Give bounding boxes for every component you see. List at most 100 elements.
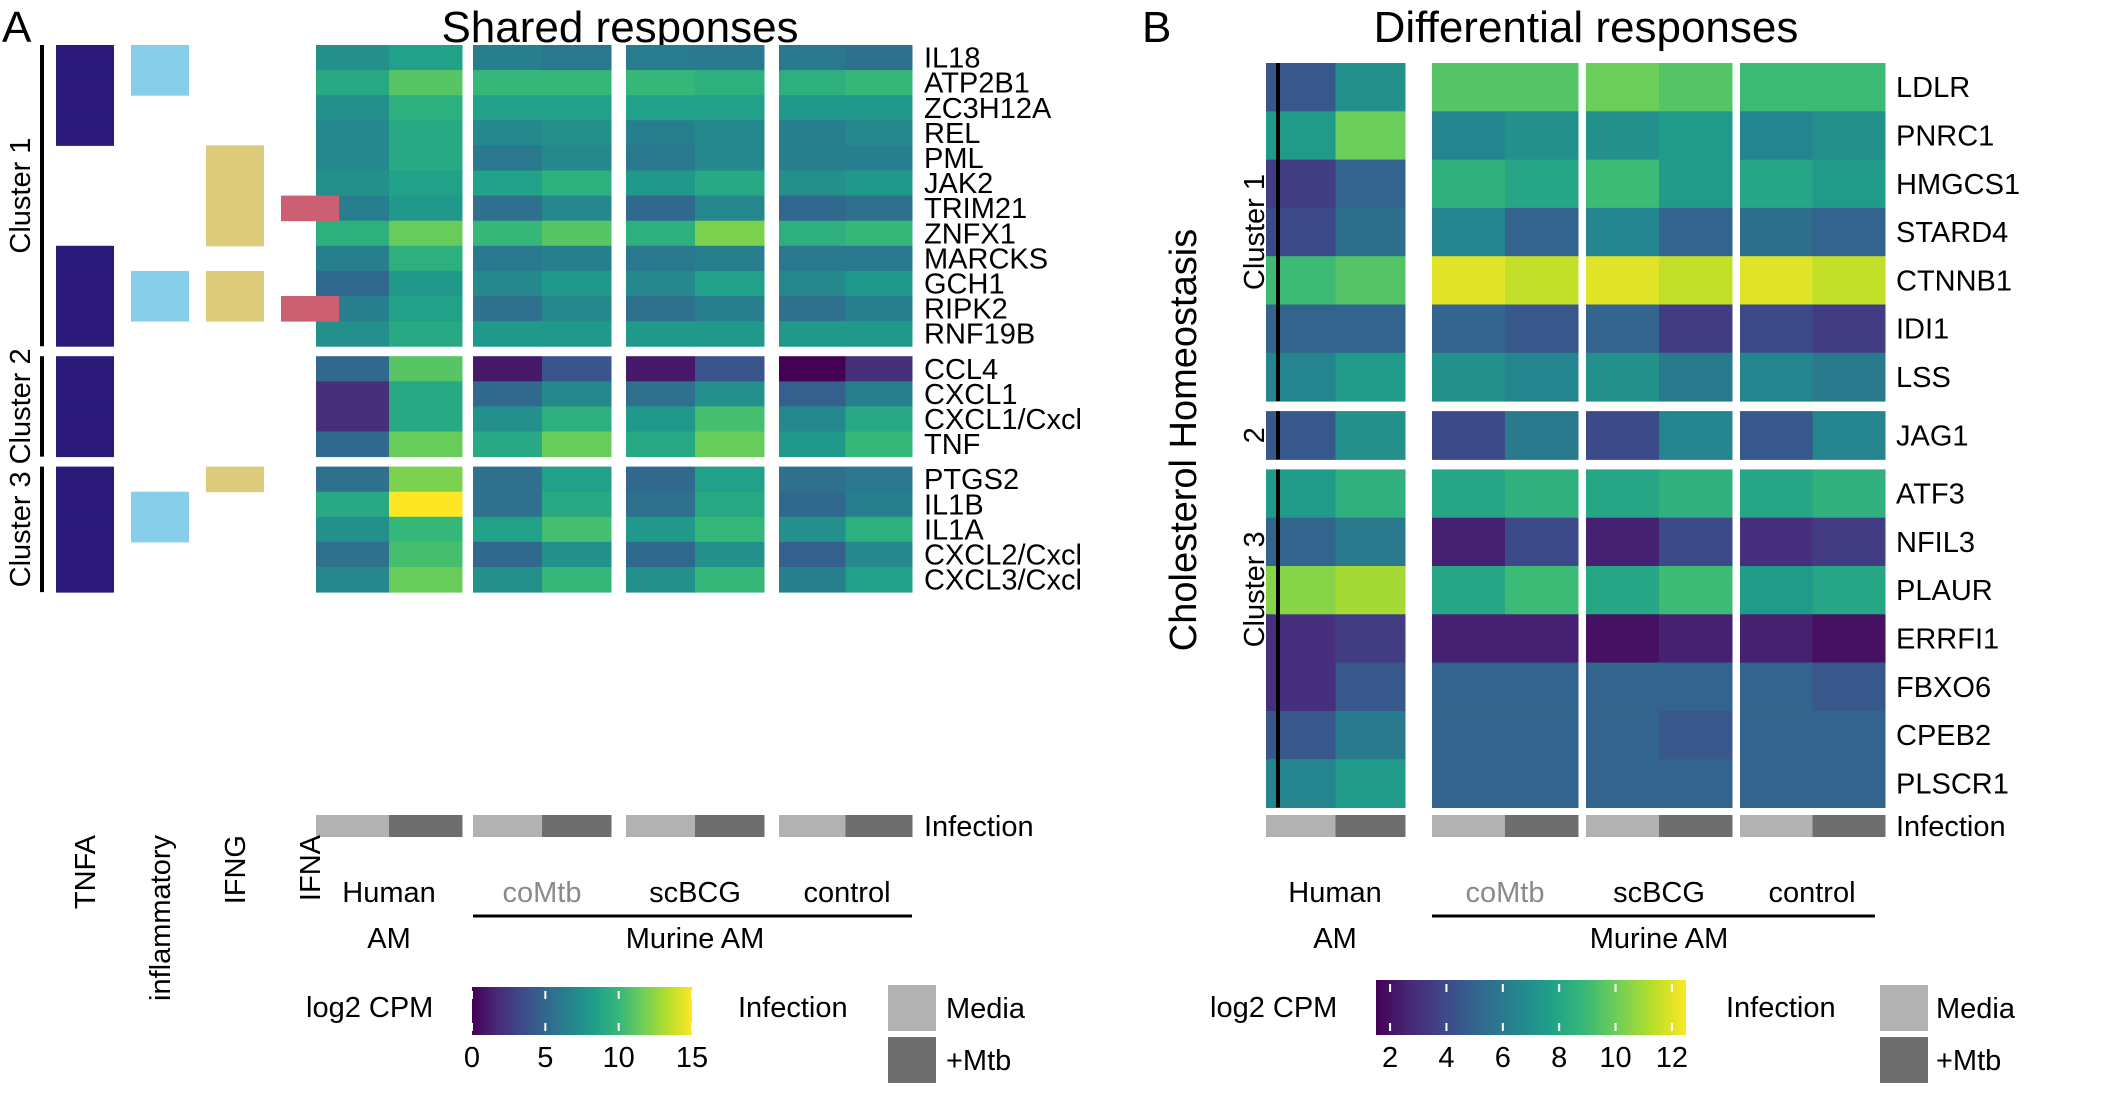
heatmap-cell-cpeb2-1 — [1335, 710, 1406, 760]
heatmap-cell-cxcl3-cxcl-4 — [626, 567, 696, 593]
heatmap-cell-zc3h12a-0 — [316, 95, 390, 121]
legend-b-title: log2 CPM — [1210, 992, 1337, 1024]
heatmap-cell-plscr1-7 — [1812, 759, 1886, 808]
heatmap-cell-ptgs2-6 — [779, 466, 846, 493]
gene-label-marcks: MARCKS — [924, 243, 1048, 275]
heatmap-cell-pnrc1-4 — [1586, 111, 1660, 161]
heatmap-cell-errfi1-4 — [1586, 614, 1660, 664]
heatmap-cell-errfi1-5 — [1659, 614, 1733, 664]
human-am-label-a-line1: Human — [342, 877, 436, 909]
heatmap-cell-pnrc1-5 — [1659, 111, 1733, 161]
heatmap-cell-jag1-6 — [1740, 411, 1813, 460]
heatmap-cell-cxcl2-cxcl-1 — [389, 541, 463, 568]
heatmap-cell-tnf-4 — [626, 431, 696, 458]
heatmap-cell-ccl4-7 — [845, 356, 913, 382]
heatmap-cell-cxcl1-cxcl-0 — [316, 406, 390, 432]
heatmap-cell-rnf19b-2 — [473, 321, 543, 347]
annotation-tnfa-atp2b1 — [56, 70, 114, 96]
heatmap-cell-plscr1-5 — [1659, 759, 1733, 808]
gene-label-pnrc1: PNRC1 — [1896, 120, 1994, 152]
legend-b-mtb-swatch — [1880, 1037, 1928, 1083]
heatmap-cell-trim21-2 — [473, 195, 543, 222]
heatmap-cell-ccl4-0 — [316, 356, 390, 382]
heatmap-cell-pnrc1-6 — [1740, 111, 1813, 161]
heatmap-cell-ccl4-5 — [695, 356, 765, 382]
heatmap-cell-fbxo6-1 — [1335, 662, 1406, 712]
cluster-label-2: Cluster 2 — [5, 348, 37, 464]
infection-cell-2 — [1432, 815, 1506, 837]
heatmap-cell-cxcl2-cxcl-5 — [695, 541, 765, 568]
annotation-ifng-ptgs2 — [206, 466, 264, 493]
legend-a-media-swatch — [888, 985, 936, 1031]
infection-row-label: Infection — [924, 811, 1034, 843]
infection-cell-2 — [473, 815, 543, 837]
heatmap-cell-gch1-1 — [389, 270, 463, 297]
gene-label-atp2b1: ATP2B1 — [924, 68, 1030, 100]
legend-a-mtb-swatch — [888, 1037, 936, 1083]
annotation-tnfa-ptgs2 — [56, 466, 114, 493]
gene-label-tnf: TNF — [924, 429, 980, 461]
legend-b-media-swatch — [1880, 985, 1928, 1031]
heatmap-cell-stard4-5 — [1659, 207, 1733, 257]
heatmap-cell-pml-5 — [695, 145, 765, 171]
legend-tick-label-5: 5 — [537, 1042, 553, 1074]
heatmap-cell-ccl4-4 — [626, 356, 696, 382]
heatmap-cell-cxcl2-cxcl-0 — [316, 541, 390, 568]
gene-label-jak2: JAK2 — [924, 168, 993, 200]
cluster-label-1: Cluster 1 — [5, 138, 37, 254]
gene-label-ripk2: RIPK2 — [924, 294, 1008, 326]
heatmap-cell-ripk2-4 — [626, 296, 696, 322]
heatmap-cell-il1a-2 — [473, 516, 543, 543]
heatmap-cell-rel-3 — [542, 120, 612, 146]
gene-label-ccl4: CCL4 — [924, 354, 998, 386]
heatmap-cell-fbxo6-5 — [1659, 662, 1733, 712]
infection-cell-5 — [1659, 815, 1733, 837]
heatmap-cell-cxcl1-1 — [389, 381, 463, 407]
gene-label-cxcl1: CXCL1 — [924, 379, 1018, 411]
gene-label-jag1: JAG1 — [1896, 420, 1969, 452]
cluster-label-3: Cluster 3 — [1239, 531, 1271, 647]
heatmap-cell-cxcl1-cxcl-4 — [626, 406, 696, 432]
heatmap-cell-pnrc1-7 — [1812, 111, 1886, 161]
annotation-tnfa-ccl4 — [56, 356, 114, 382]
heatmap-cell-ldlr-2 — [1432, 63, 1506, 112]
annotation-tnfa-il18 — [56, 45, 114, 71]
legend-tick-label-6: 6 — [1495, 1042, 1511, 1074]
heatmap-cell-il1b-1 — [389, 491, 463, 518]
heatmap-cell-fbxo6-6 — [1740, 662, 1813, 712]
heatmap-cell-il1a-6 — [779, 516, 846, 543]
heatmap-cell-hmgcs1-1 — [1335, 159, 1406, 209]
heatmap-cell-marcks-0 — [316, 245, 390, 272]
heatmap-cell-cxcl2-cxcl-2 — [473, 541, 543, 568]
heatmap-cell-pnrc1-1 — [1335, 111, 1406, 161]
heatmap-cell-tnf-6 — [779, 431, 846, 458]
gene-label-ptgs2: PTGS2 — [924, 464, 1019, 496]
heatmap-cell-jak2-4 — [626, 170, 696, 197]
heatmap-cell-il18-4 — [626, 45, 696, 71]
annotation-tnfa-cxcl3-cxcl — [56, 567, 114, 593]
heatmap-cell-jak2-5 — [695, 170, 765, 197]
gene-label-pml: PML — [924, 143, 984, 175]
annotation-tnfa-cxcl2-cxcl — [56, 541, 114, 568]
heatmap-cell-pml-3 — [542, 145, 612, 171]
heatmap-cell-trim21-1 — [389, 195, 463, 222]
heatmap-cell-cxcl1-5 — [695, 381, 765, 407]
heatmap-cell-hmgcs1-4 — [1586, 159, 1660, 209]
annotation-tnfa-cxcl1-cxcl — [56, 406, 114, 432]
heatmap-cell-plscr1-6 — [1740, 759, 1813, 808]
heatmap-cell-il1a-5 — [695, 516, 765, 543]
heatmap-cell-stard4-2 — [1432, 207, 1506, 257]
annotation-tnfa-marcks — [56, 245, 114, 272]
heatmap-cell-il1b-4 — [626, 491, 696, 518]
heatmap-cell-jag1-5 — [1659, 411, 1733, 460]
heatmap-cell-jag1-7 — [1812, 411, 1886, 460]
heatmap-cell-lss-3 — [1505, 352, 1579, 402]
annotation-ifng-trim21 — [206, 195, 264, 222]
heatmap-cell-znfx1-1 — [389, 220, 463, 247]
annotation-tnfa-cxcl1 — [56, 381, 114, 407]
heatmap-cell-idi1-1 — [1335, 304, 1406, 354]
heatmap-cell-ccl4-2 — [473, 356, 543, 382]
legend-tick-label-8: 8 — [1551, 1042, 1567, 1074]
heatmap-cell-tnf-7 — [845, 431, 913, 458]
heatmap-cell-rnf19b-6 — [779, 321, 846, 347]
